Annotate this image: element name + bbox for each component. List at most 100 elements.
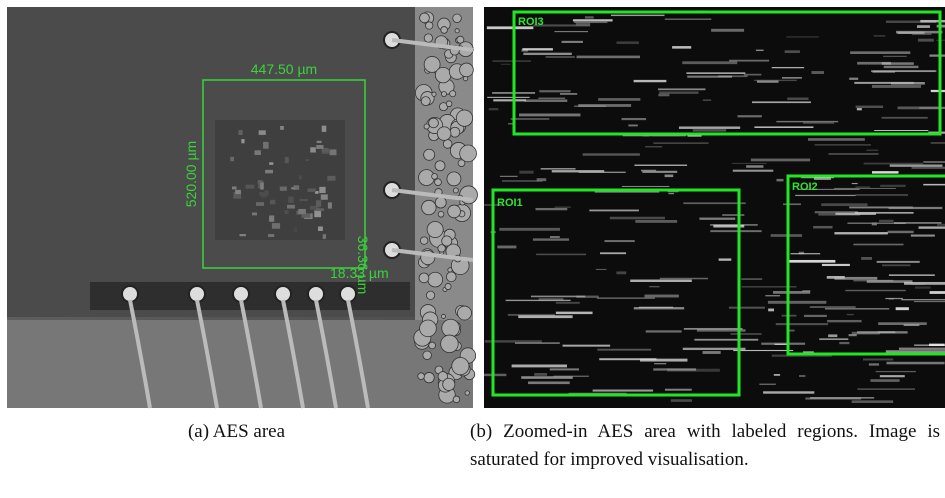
texture bbox=[931, 90, 945, 92]
texture bbox=[420, 320, 437, 337]
texture bbox=[732, 163, 767, 164]
texture bbox=[437, 127, 451, 141]
texture bbox=[585, 16, 594, 18]
texture bbox=[458, 160, 465, 167]
texture bbox=[453, 14, 462, 23]
texture bbox=[872, 171, 899, 173]
texture bbox=[512, 365, 567, 368]
texture bbox=[729, 60, 769, 62]
texture bbox=[426, 291, 434, 299]
texture bbox=[850, 51, 910, 54]
texture bbox=[269, 215, 274, 221]
texture bbox=[424, 372, 434, 382]
texture bbox=[499, 228, 560, 231]
texture bbox=[703, 351, 721, 354]
texture bbox=[308, 286, 324, 302]
texture bbox=[918, 39, 934, 42]
texture bbox=[645, 146, 662, 147]
texture bbox=[899, 348, 945, 350]
texture bbox=[521, 376, 573, 379]
texture bbox=[917, 25, 930, 28]
texture bbox=[487, 97, 529, 98]
texture bbox=[888, 231, 914, 233]
texture bbox=[790, 330, 795, 332]
texture bbox=[519, 171, 533, 174]
texture bbox=[876, 371, 916, 372]
texture bbox=[443, 140, 452, 149]
texture bbox=[255, 150, 261, 155]
texture bbox=[432, 92, 436, 96]
texture bbox=[883, 56, 906, 57]
texture bbox=[596, 269, 607, 270]
texture bbox=[310, 147, 316, 152]
texture bbox=[531, 296, 585, 298]
texture bbox=[912, 33, 932, 35]
texture bbox=[878, 331, 895, 333]
texture bbox=[597, 297, 655, 298]
texture bbox=[446, 101, 452, 107]
texture bbox=[782, 77, 802, 78]
texture bbox=[611, 15, 665, 16]
texture bbox=[787, 260, 836, 263]
texture bbox=[441, 27, 448, 34]
texture bbox=[298, 209, 306, 214]
texture bbox=[878, 322, 927, 325]
texture bbox=[284, 210, 288, 214]
texture bbox=[322, 126, 327, 132]
texture bbox=[810, 306, 856, 307]
texture bbox=[852, 400, 893, 403]
texture bbox=[533, 238, 569, 240]
texture bbox=[291, 187, 295, 189]
texture bbox=[791, 253, 821, 254]
texture bbox=[525, 99, 568, 102]
texture bbox=[687, 76, 732, 78]
texture bbox=[871, 70, 936, 72]
texture bbox=[446, 272, 456, 282]
texture bbox=[774, 374, 780, 375]
texture bbox=[604, 240, 634, 242]
texture bbox=[886, 362, 944, 365]
texture bbox=[445, 283, 451, 289]
texture bbox=[259, 130, 266, 135]
texture bbox=[763, 391, 814, 393]
texture bbox=[861, 257, 872, 260]
texture bbox=[634, 80, 667, 82]
texture bbox=[819, 338, 848, 340]
texture bbox=[776, 323, 828, 325]
texture bbox=[622, 186, 669, 187]
texture bbox=[884, 66, 919, 68]
texture bbox=[550, 236, 560, 238]
texture bbox=[501, 64, 511, 65]
texture bbox=[668, 193, 674, 194]
texture bbox=[731, 333, 762, 334]
texture bbox=[189, 286, 205, 302]
texture bbox=[683, 202, 745, 204]
texture bbox=[420, 13, 430, 23]
texture bbox=[904, 324, 920, 326]
texture bbox=[751, 159, 810, 162]
texture bbox=[424, 34, 432, 42]
texture bbox=[914, 301, 945, 302]
texture bbox=[845, 290, 906, 291]
roi-label: ROI3 bbox=[518, 16, 544, 28]
texture bbox=[419, 273, 429, 283]
texture bbox=[854, 82, 914, 84]
texture bbox=[686, 72, 745, 74]
texture bbox=[453, 188, 458, 193]
texture bbox=[429, 118, 439, 128]
texture bbox=[448, 205, 461, 218]
texture bbox=[328, 202, 332, 208]
texture bbox=[787, 97, 808, 100]
texture bbox=[839, 342, 849, 344]
texture bbox=[535, 208, 567, 210]
texture bbox=[420, 237, 428, 245]
texture bbox=[653, 368, 696, 370]
texture bbox=[265, 190, 269, 195]
texture bbox=[323, 234, 326, 239]
texture bbox=[722, 214, 744, 216]
texture bbox=[759, 384, 776, 385]
texture bbox=[872, 85, 921, 88]
texture bbox=[460, 63, 474, 77]
texture bbox=[929, 344, 945, 346]
texture bbox=[573, 19, 613, 21]
